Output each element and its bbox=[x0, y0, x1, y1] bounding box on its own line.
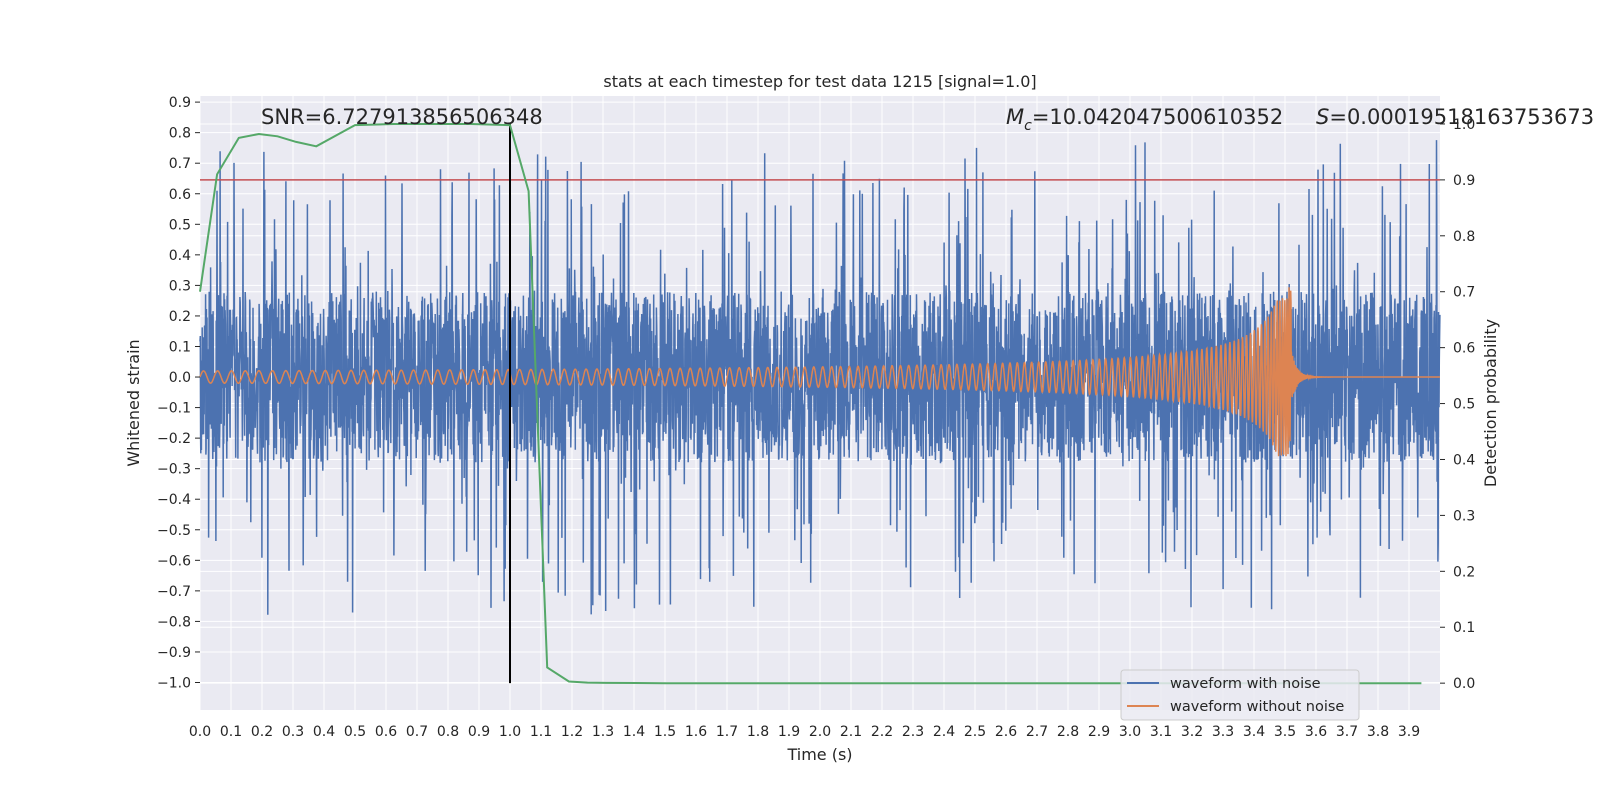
x-tick-label: 0.3 bbox=[282, 724, 304, 740]
clean-waveform-line bbox=[199, 287, 1440, 457]
x-tick-label: 0.9 bbox=[468, 724, 490, 740]
x-tick-label: 0.6 bbox=[375, 724, 397, 740]
y2-tick-label: 0.8 bbox=[1453, 229, 1475, 245]
x-tick-label: 3.1 bbox=[1150, 724, 1172, 740]
series-noise bbox=[199, 140, 1441, 615]
legend-box bbox=[1120, 669, 1360, 721]
x-tick-label: 2.1 bbox=[840, 724, 862, 740]
y-tick-label: −0.6 bbox=[157, 553, 191, 569]
x-tick-label: 3.5 bbox=[1274, 724, 1296, 740]
mc-value: =10.042047500610352 bbox=[1032, 105, 1283, 129]
chirp-mass-annotation: Mc=10.042047500610352 bbox=[1006, 105, 1283, 134]
y2-tick-label: 0.1 bbox=[1453, 620, 1475, 636]
series-chirp bbox=[199, 287, 1440, 457]
x-tick-label: 3.3 bbox=[1212, 724, 1234, 740]
y2-tick-label: 1.0 bbox=[1453, 117, 1475, 133]
x-tick-label: 1.2 bbox=[561, 724, 583, 740]
y-tick-label: −0.2 bbox=[157, 431, 191, 447]
x-tick-label: 0.1 bbox=[220, 724, 242, 740]
y-tick-label: 0.1 bbox=[169, 339, 191, 355]
s-symbol: S bbox=[1316, 105, 1329, 129]
s-annotation: S=0.00019518163753673 bbox=[1316, 105, 1594, 129]
x-tick-label: 3.7 bbox=[1336, 724, 1358, 740]
axes: 0.0 0.1 0.2 0.3 0.4 0.5 0.6 0.7 0.8 0.9 1.0 1.1 1.2 1… bbox=[157, 95, 1475, 740]
overlay bbox=[199, 123, 1440, 685]
legend: waveform with noise waveform without noi… bbox=[1120, 669, 1360, 721]
x-tick-label: 2.4 bbox=[933, 724, 955, 740]
x-tick-label: 3.8 bbox=[1367, 724, 1389, 740]
x-tick-label: 2.3 bbox=[902, 724, 924, 740]
mc-symbol: M bbox=[1006, 105, 1024, 129]
y2-tick-label: 0.0 bbox=[1453, 676, 1475, 692]
x-tick-label: 2.6 bbox=[995, 724, 1017, 740]
x-tick-label: 1.3 bbox=[592, 724, 614, 740]
y-tick-label: −0.1 bbox=[157, 401, 191, 417]
y-tick-label: −0.3 bbox=[157, 462, 191, 478]
x-tick-label: 3.4 bbox=[1243, 724, 1265, 740]
y-tick-label: 0.7 bbox=[169, 156, 191, 172]
x-tick-label: 0.8 bbox=[437, 724, 459, 740]
y-tick-label: −1.0 bbox=[157, 676, 191, 692]
y-tick-label: 0.9 bbox=[169, 95, 191, 111]
x-tick-label: 0.5 bbox=[344, 724, 366, 740]
y-tick-label: −0.7 bbox=[157, 584, 191, 600]
y2-tick-label: 0.7 bbox=[1453, 285, 1475, 301]
y2-tick-label: 0.5 bbox=[1453, 397, 1475, 413]
x-tick-label: 2.7 bbox=[1026, 724, 1048, 740]
x-tick-label: 1.8 bbox=[747, 724, 769, 740]
x-tick-label: 1.0 bbox=[499, 724, 521, 740]
x-tick-label: 2.0 bbox=[809, 724, 831, 740]
x-tick-label: 1.4 bbox=[623, 724, 645, 740]
x-tick-label: 1.7 bbox=[716, 724, 738, 740]
y-tick-label: 0.3 bbox=[169, 278, 191, 294]
legend-label-noise: waveform with noise bbox=[1170, 676, 1321, 692]
s-value: =0.00019518163753673 bbox=[1329, 105, 1594, 129]
y2-tick-label: 0.4 bbox=[1453, 452, 1475, 468]
snr-annotation: SNR=6.727913856506348 bbox=[261, 105, 543, 129]
x-axis-label: Time (s) bbox=[786, 745, 852, 764]
x-tick-label: 2.8 bbox=[1057, 724, 1079, 740]
y-tick-label: −0.5 bbox=[157, 523, 191, 539]
y2-axis-label: Detection probability bbox=[1481, 319, 1500, 487]
x-tick-label: 3.0 bbox=[1119, 724, 1141, 740]
y-tick-label: 0.0 bbox=[169, 370, 191, 386]
y-tick-label: 0.5 bbox=[169, 217, 191, 233]
x-tick-label: 3.9 bbox=[1398, 724, 1420, 740]
y-tick-label: 0.8 bbox=[169, 126, 191, 142]
mc-subscript: c bbox=[1024, 118, 1032, 134]
noise-waveform-line bbox=[199, 140, 1441, 615]
x-tick-label: 1.1 bbox=[530, 724, 552, 740]
x-tick-label: 2.9 bbox=[1088, 724, 1110, 740]
y-tick-label: 0.4 bbox=[169, 248, 191, 264]
legend-label-clean: waveform without noise bbox=[1170, 699, 1344, 715]
x-tick-label: 0.4 bbox=[313, 724, 335, 740]
x-tick-label: 1.9 bbox=[778, 724, 800, 740]
x-tick-label: 1.6 bbox=[685, 724, 707, 740]
x-tick-label: 0.0 bbox=[189, 724, 211, 740]
x-tick-label: 0.7 bbox=[406, 724, 428, 740]
chart-title: stats at each timestep for test data 121… bbox=[603, 72, 1036, 91]
y-tick-label: −0.9 bbox=[157, 645, 191, 661]
probability-line bbox=[199, 123, 1422, 685]
x-tick-label: 3.2 bbox=[1181, 724, 1203, 740]
x-tick-label: 1.5 bbox=[654, 724, 676, 740]
y2-tick-label: 0.9 bbox=[1453, 173, 1475, 189]
y2-tick-label: 0.6 bbox=[1453, 341, 1475, 357]
y-tick-label: −0.4 bbox=[157, 492, 191, 508]
y2-tick-label: 0.3 bbox=[1453, 508, 1475, 524]
x-tick-label: 3.6 bbox=[1305, 724, 1327, 740]
y-tick-label: 0.2 bbox=[169, 309, 191, 325]
x-tick-label: 0.2 bbox=[251, 724, 273, 740]
y-tick-label: −0.8 bbox=[157, 614, 191, 630]
x-tick-label: 2.5 bbox=[964, 724, 986, 740]
y-tick-label: 0.6 bbox=[169, 187, 191, 203]
y2-tick-label: 0.2 bbox=[1453, 564, 1475, 580]
x-tick-label: 2.2 bbox=[871, 724, 893, 740]
y-axis-label: Whitened strain bbox=[124, 339, 143, 466]
